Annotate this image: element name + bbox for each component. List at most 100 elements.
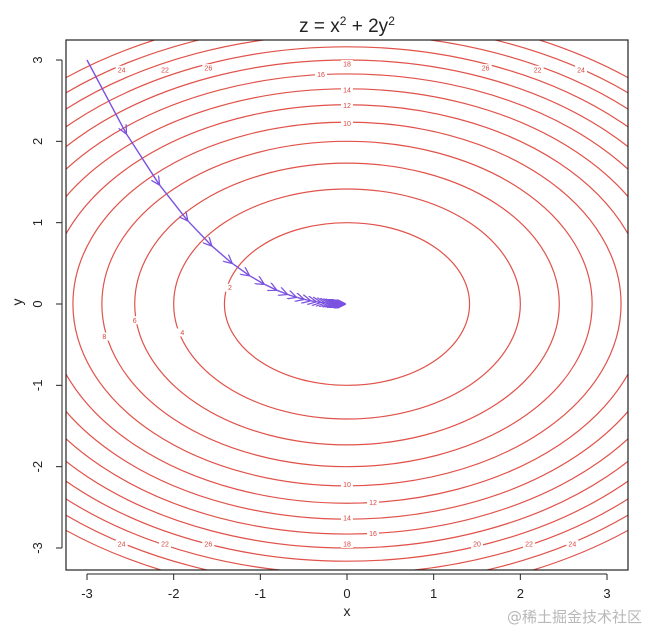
contour-line [66,46,628,562]
chart-title-part: z = x [299,16,340,37]
contour-label-bg [341,119,353,128]
contour-label: 14 [343,515,351,522]
y-tick-label: -1 [30,380,45,392]
descent-step [125,132,159,184]
contour-label: 16 [369,531,377,538]
contour-label: 10 [343,482,351,489]
x-tick-label: -1 [255,586,267,601]
descent-step [310,301,316,302]
chart-title-exp: 2 [388,14,395,28]
contour-label: 22 [525,541,533,548]
descent-step [263,284,277,290]
contour-label-bg [202,539,215,548]
x-tick-label: 0 [343,586,350,601]
descent-step [231,262,249,275]
contour-lines: 18 16 14 12 10 26 26 22 22 24 24 8 6 4 2 10 12 14 16 18 26 22… [66,40,628,570]
contour-label-bg [479,64,492,73]
descent-step [210,244,231,263]
descent-step [286,294,296,297]
contour-label: 18 [343,62,351,69]
contour-line [66,73,628,535]
descent-path [86,59,345,304]
contour-label: 26 [204,541,212,548]
contour-label-bg [341,480,353,489]
contour-label-bg [224,283,236,292]
y-tick-label: -2 [30,461,45,473]
contour-label: 22 [161,67,169,74]
contour-label: 14 [343,88,351,95]
contour-label-bg [341,86,353,95]
contour-label: 2 [228,285,232,292]
contour-label-bg [128,316,141,325]
y-axis-label: y [9,299,25,306]
contour-label-bg [341,60,353,69]
contour-label: 12 [369,500,377,507]
contour-line [66,40,628,570]
contour-label-bg [176,328,189,337]
chart-title-exp: 2 [340,14,347,28]
descent-step [158,184,187,220]
contour-label-bg [367,498,379,507]
contour-label-bg [115,539,128,548]
contour-label: 22 [534,67,542,74]
contour-label-bg [98,332,111,341]
descent-step [275,290,287,294]
contour-label: 24 [577,67,585,74]
contour-line [72,121,622,487]
contour-label-bg [115,65,128,74]
contour-label-bg [523,539,535,548]
contour-label-bg [575,65,587,74]
contour-label-bg [202,64,215,73]
contour-label: 22 [161,541,169,548]
contour-label-bg [341,513,353,522]
descent-step [186,219,211,245]
contour-label: 6 [133,318,137,325]
y-tick-label: 0 [30,300,45,307]
chart-title: z = x2 + 2y2 [299,14,395,37]
contour-label-bg [159,65,171,74]
x-tick-label: -2 [168,586,180,601]
contour-label: 24 [118,67,126,74]
contour-line [173,188,521,420]
contour-label: 18 [343,541,351,548]
descent-step [316,302,321,303]
contour-label: 10 [343,121,351,128]
contour-label-bg [341,539,353,548]
contour-line [223,222,471,386]
contour-label: 24 [568,541,576,548]
x-tick-label: 2 [517,586,524,601]
x-axis-label: x [344,603,351,619]
y-tick-label: 1 [30,219,45,226]
contour-label-bg [159,539,171,548]
y-axis: -3 -2 -1 0 1 2 3 [30,56,63,554]
contour-line [66,59,628,549]
contour-label: 4 [180,330,184,337]
contour-label: 20 [473,541,481,548]
contour-label-bg [531,65,544,74]
contour-label-bg [471,539,483,548]
chart-title-part: + 2y [346,16,388,37]
contour-line [66,40,628,570]
y-tick-label: 3 [30,56,45,63]
contour-line [134,162,560,446]
y-tick-label: -3 [30,542,45,554]
contour-label: 16 [317,72,325,79]
contour-label-bg [566,539,579,548]
x-axis: -3 -2 -1 0 1 2 3 [81,573,611,601]
x-tick-label: 1 [430,586,437,601]
watermark: @稀土掘金技术社区 [506,608,642,626]
contour-label-bg [367,529,379,538]
x-tick-label: -3 [81,586,93,601]
x-tick-label: 3 [603,586,610,601]
contour-label-bg [315,70,327,79]
y-tick-label: 2 [30,138,45,145]
contour-line [66,104,628,504]
contour-label: 8 [102,334,106,341]
contour-label-bg [341,101,353,110]
descent-step [248,274,264,284]
contour-label: 26 [204,66,212,73]
descent-step [296,297,304,299]
contour-label: 12 [343,103,351,110]
descent-step [303,299,310,300]
